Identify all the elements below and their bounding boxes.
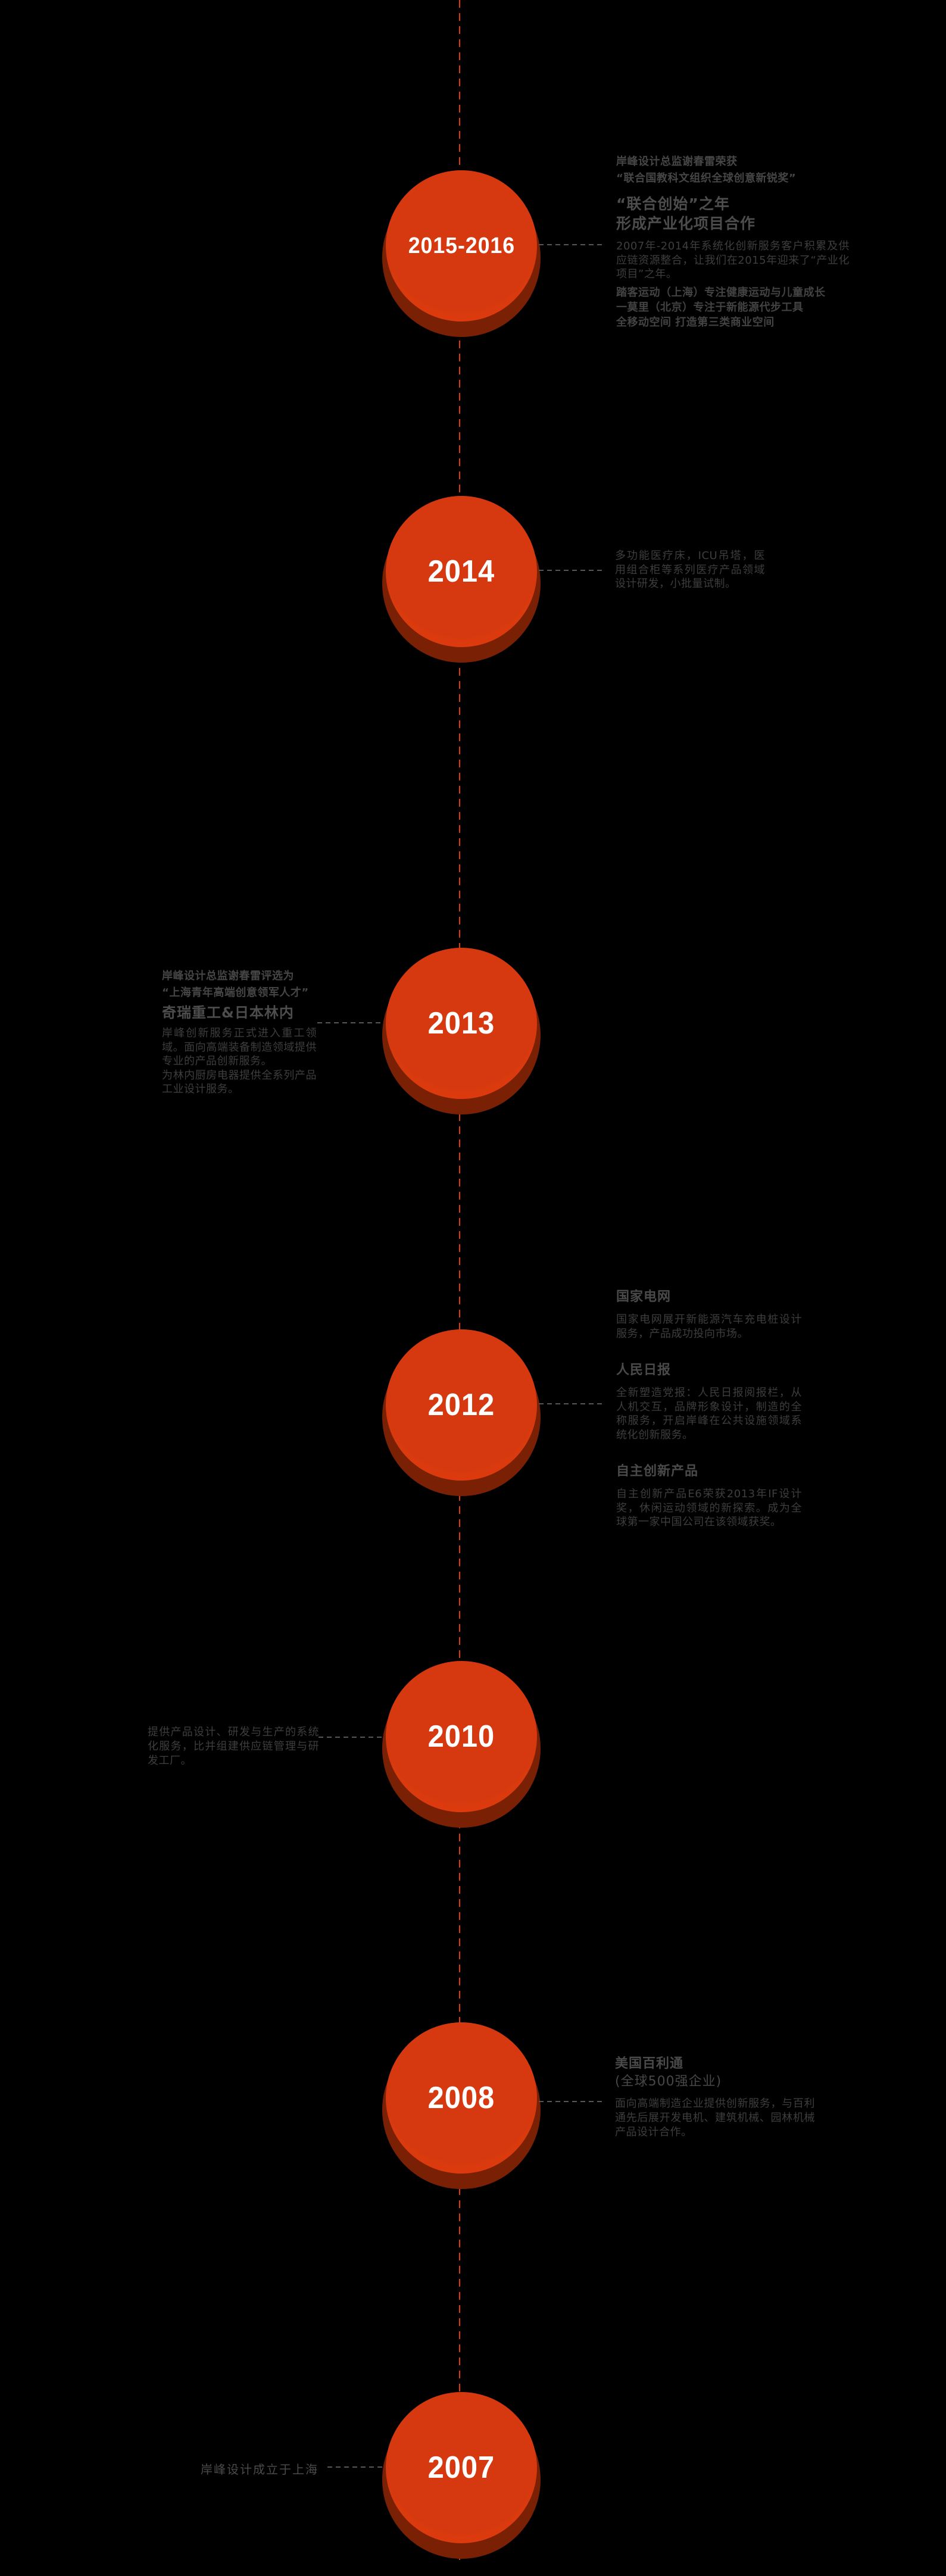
group-paragraph: 自主创新产品E6荣获2013年IF设计奖，休闲运动领域的新探索。成为全球第一家中…: [616, 1488, 802, 1528]
connector-dashed-line: [539, 570, 605, 571]
connector-dashed-line: [539, 1403, 605, 1404]
section-paragraph: 2007年-2014年系统化创新服务客户积累及供应链资源整合，让我们在2015年…: [616, 240, 850, 280]
section-heading: 美国百利通: [615, 2056, 684, 2071]
client-group-peoples-daily: 人民日报 全新塑造党报：人民日报阅报栏，从人机交互，品牌形象设计，制造的全称服务…: [616, 1362, 802, 1442]
group-paragraph: 全新塑造党报：人民日报阅报栏，从人机交互，品牌形象设计，制造的全称服务，开启岸峰…: [616, 1387, 802, 1441]
year-label: 2014: [427, 554, 495, 589]
section-paragraph: 岸峰创新服务正式进入重工领域。面向高端装备制造领域提供专业的产品创新服务。: [162, 1027, 317, 1067]
timeline-axis-dashed-line: [459, 0, 460, 2560]
node-circle: 2012: [386, 1329, 537, 1481]
timeline-node-2007: 2007: [382, 2392, 541, 2559]
section-paragraph: 岸峰设计成立于上海: [201, 2462, 319, 2477]
year-label: 2013: [427, 1006, 495, 1041]
node-circle: 2007: [386, 2392, 537, 2543]
year-label: 2012: [427, 1388, 495, 1422]
section-text-2014: 多功能医疗床，ICU吊塔，医用组合柜等系列医疗产品领域设计研发，小批量试制。: [615, 549, 765, 591]
list-item: 全移动空间 打造第三类商业空间: [616, 316, 775, 329]
section-subheading: (全球500强企业): [615, 2074, 722, 2089]
timeline-node-2010: 2010: [382, 1661, 541, 1828]
section-text-2010: 提供产品设计、研发与生产的系统化服务，比并组建供应链管理与研发工厂。: [148, 1725, 319, 1768]
connector-dashed-line: [319, 1737, 384, 1738]
year-label: 2010: [427, 1719, 495, 1754]
node-circle: 2008: [386, 2022, 537, 2174]
year-label: 2008: [427, 2081, 495, 2115]
section-text-2012: 国家电网 国家电网展开新能源汽车充电桩设计服务，产品成功投向市场。 人民日报 全…: [616, 1289, 802, 1551]
intro-line: “联合国教科文组织全球创意新锐奖”: [616, 172, 797, 185]
section-paragraph: 为林内厨房电器提供全系列产品工业设计服务。: [162, 1069, 317, 1096]
node-circle: 2010: [386, 1661, 537, 1812]
timeline-node-2015-2016: 2015-2016: [382, 170, 541, 337]
node-circle: 2014: [386, 496, 537, 647]
list-item: 踏客运动（上海）专注健康运动与儿童成长: [616, 286, 826, 299]
timeline-node-2013: 2013: [382, 948, 541, 1114]
intro-line: 岸峰设计总监谢春雷评选为: [162, 970, 294, 982]
timeline-node-2008: 2008: [382, 2022, 541, 2189]
section-text-2015-2016: 岸峰设计总监谢春雷荣获 “联合国教科文组织全球创意新锐奖” “联合创始”之年 形…: [616, 154, 850, 330]
timeline-node-2012: 2012: [382, 1329, 541, 1496]
section-heading: 形成产业化项目合作: [616, 215, 756, 232]
connector-dashed-line: [539, 2101, 605, 2102]
timeline-node-2014: 2014: [382, 496, 541, 663]
section-text-2008: 美国百利通 (全球500强企业) 面向高端制造企业提供创新服务，与百利通先后展开…: [615, 2055, 815, 2140]
group-heading: 自主创新产品: [616, 1464, 699, 1479]
connector-dashed-line: [539, 244, 605, 245]
intro-line: “上海青年高端创意领军人才”: [162, 986, 309, 999]
connector-dashed-line: [327, 2466, 386, 2468]
group-heading: 人民日报: [616, 1363, 672, 1378]
list-item: 一莫里（北京）专注于新能源代步工具: [616, 301, 804, 314]
connector-dashed-line: [317, 1022, 384, 1023]
venture-list: 踏客运动（上海）专注健康运动与儿童成长 一莫里（北京）专注于新能源代步工具 全移…: [616, 285, 850, 330]
group-paragraph: 国家电网展开新能源汽车充电桩设计服务，产品成功投向市场。: [616, 1313, 802, 1340]
client-group-own-product: 自主创新产品 自主创新产品E6荣获2013年IF设计奖，休闲运动领域的新探索。成…: [616, 1463, 802, 1529]
section-heading: 奇瑞重工&日本林内: [162, 1004, 294, 1021]
section-text-2007: 岸峰设计成立于上海: [201, 2460, 319, 2477]
section-paragraph: 提供产品设计、研发与生产的系统化服务，比并组建供应链管理与研发工厂。: [148, 1726, 319, 1767]
node-circle: 2015-2016: [386, 170, 537, 321]
section-heading: “联合创始”之年: [616, 195, 730, 213]
node-circle: 2013: [386, 948, 537, 1099]
section-text-2013: 岸峰设计总监谢春雷评选为 “上海青年高端创意领军人才” 奇瑞重工&日本林内 岸峰…: [162, 968, 317, 1097]
intro-line: 岸峰设计总监谢春雷荣获: [616, 155, 738, 168]
year-label: 2015-2016: [408, 233, 515, 258]
client-group-state-grid: 国家电网 国家电网展开新能源汽车充电桩设计服务，产品成功投向市场。: [616, 1289, 802, 1341]
group-heading: 国家电网: [616, 1289, 672, 1304]
year-label: 2007: [427, 2450, 495, 2485]
section-paragraph: 多功能医疗床，ICU吊塔，医用组合柜等系列医疗产品领域设计研发，小批量试制。: [615, 549, 765, 590]
section-paragraph: 面向高端制造企业提供创新服务，与百利通先后展开发电机、建筑机械、园林机械产品设计…: [615, 2097, 815, 2138]
